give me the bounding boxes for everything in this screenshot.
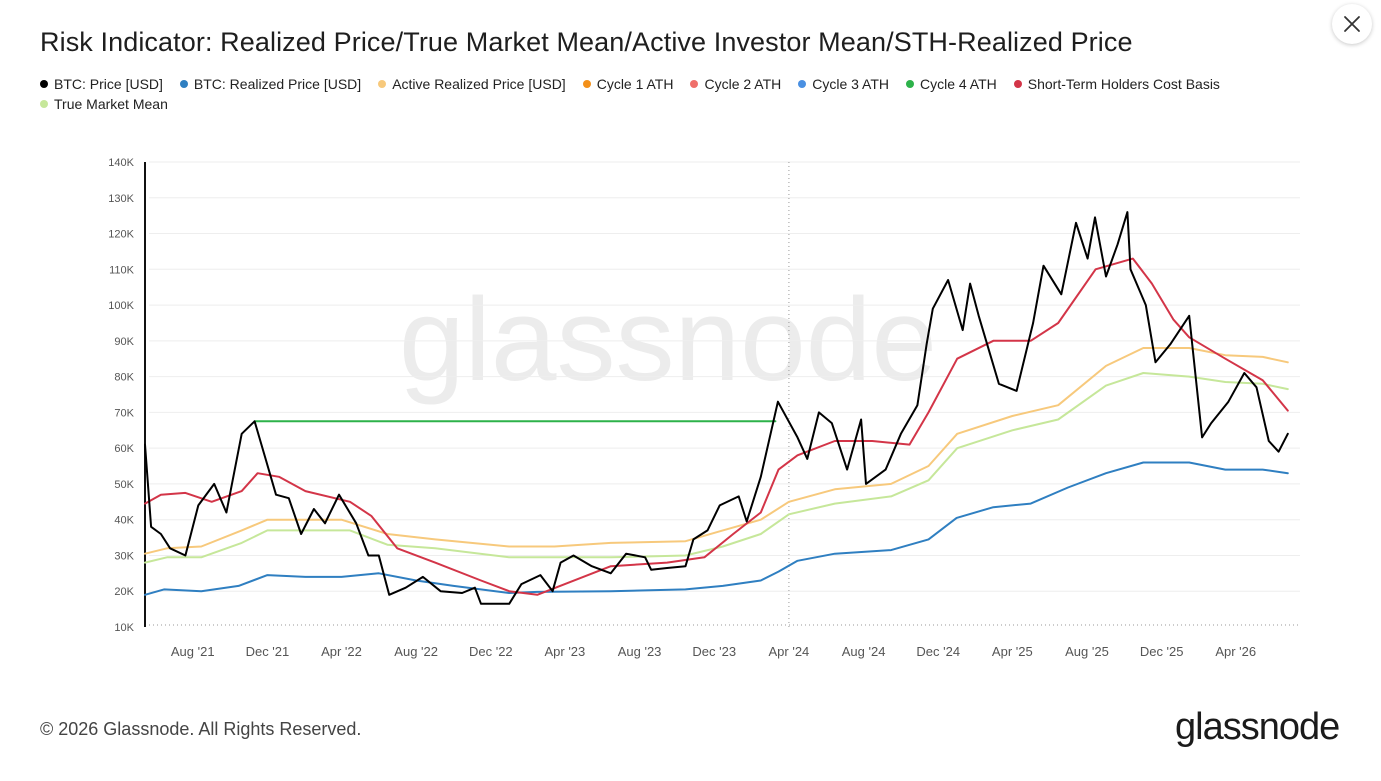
copyright: © 2026 Glassnode. All Rights Reserved. <box>40 719 362 739</box>
legend-label: Cycle 3 ATH <box>812 76 889 92</box>
legend-item[interactable]: BTC: Realized Price [USD] <box>179 76 362 92</box>
x-tick-label: Dec '23 <box>692 644 736 659</box>
x-tick-label: Apr '26 <box>1215 644 1256 659</box>
legend-dot-icon <box>582 80 591 88</box>
y-tick-label: 30K <box>114 550 134 562</box>
legend-dot-icon <box>1013 80 1022 88</box>
legend-label: BTC: Price [USD] <box>54 76 163 92</box>
brand-logo: glassnode <box>1175 706 1340 748</box>
legend-label: Active Realized Price [USD] <box>392 76 566 92</box>
x-tick-label: Aug '23 <box>618 644 662 659</box>
legend-item[interactable]: Short-Term Holders Cost Basis <box>1013 76 1220 92</box>
legend-dot-icon <box>690 80 699 88</box>
legend-label: Cycle 2 ATH <box>704 76 782 92</box>
legend-item[interactable]: Cycle 2 ATH <box>690 76 781 92</box>
y-tick-label: 100K <box>108 300 134 312</box>
legend-dot-icon <box>378 80 387 88</box>
x-tick-label: Aug '25 <box>1065 644 1109 659</box>
legend-item[interactable]: Cycle 3 ATH <box>798 76 889 92</box>
legend-dot-icon <box>906 80 914 88</box>
x-tick-label: Apr '23 <box>544 644 585 659</box>
x-tick-label: Apr '22 <box>321 644 362 659</box>
close-button[interactable] <box>1332 4 1372 44</box>
x-tick-label: Dec '24 <box>916 644 960 659</box>
y-axis: 10K 20K 30K 40K 50K 60K 70K 80K 90K 100K 110K 120K 1… <box>108 157 146 634</box>
y-tick-label: 80K <box>114 372 134 384</box>
chart-legend: BTC: Price [USD] BTC: Realized Price [USD… <box>40 76 1300 112</box>
legend-dot-icon <box>40 80 48 88</box>
x-tick-label: Apr '24 <box>769 644 810 659</box>
series-line-active-realized-price-usd <box>144 347 1289 555</box>
y-tick-label: 110K <box>109 264 135 276</box>
y-tick-label: 10K <box>114 622 134 634</box>
x-tick-label: Aug '22 <box>394 644 438 659</box>
legend-label: Short-Term Holders Cost Basis <box>1027 76 1220 92</box>
legend-label: True Market Mean <box>54 96 168 112</box>
series-line-short-term-holders-cost-basis <box>144 257 1289 596</box>
legend-item[interactable]: Active Realized Price [USD] <box>378 76 566 92</box>
chart: glassnode 10K 20K 30K 40K 50K 60K 70K 80K 90K 100… <box>108 157 1300 659</box>
legend-label: BTC: Realized Price [USD] <box>193 76 362 92</box>
close-icon <box>1344 16 1360 32</box>
legend-item[interactable]: Cycle 1 ATH <box>582 76 674 92</box>
legend-dot-icon <box>798 80 807 88</box>
y-tick-label: 90K <box>114 336 134 348</box>
legend-label: Cycle 4 ATH <box>920 76 997 92</box>
y-tick-label: 50K <box>114 479 134 491</box>
series-line-true-market-mean <box>144 372 1289 564</box>
x-tick-label: Dec '21 <box>246 644 290 659</box>
legend-label: Cycle 1 ATH <box>596 76 674 92</box>
y-tick-label: 40K <box>114 515 134 527</box>
y-tick-label: 120K <box>108 229 134 241</box>
x-tick-label: Dec '22 <box>469 644 513 659</box>
legend-dot-icon <box>40 100 48 108</box>
page-title: Risk Indicator: Realized Price/True Mark… <box>40 27 1133 57</box>
x-tick-label: Aug '24 <box>842 644 886 659</box>
series-group <box>144 211 1289 605</box>
legend-item[interactable]: BTC: Price [USD] <box>40 76 163 92</box>
y-tick-label: 20K <box>114 586 134 598</box>
y-tick-label: 60K <box>114 443 134 455</box>
x-axis: Aug '21 Dec '21 Apr '22 Aug '22 Dec '22 Apr '… <box>171 644 1256 659</box>
legend-item[interactable]: True Market Mean <box>40 96 168 112</box>
legend-item[interactable]: Cycle 4 ATH <box>906 76 997 92</box>
y-tick-label: 70K <box>114 407 134 419</box>
x-tick-label: Apr '25 <box>992 644 1033 659</box>
x-tick-label: Aug '21 <box>171 644 215 659</box>
x-tick-label: Dec '25 <box>1140 644 1184 659</box>
series-line-btc-realized-price-usd <box>144 461 1289 596</box>
watermark: glassnode <box>399 274 937 406</box>
legend-dot-icon <box>179 80 188 88</box>
series-line-btc-price-usd <box>144 211 1289 605</box>
y-tick-label: 130K <box>108 193 134 205</box>
y-tick-label: 140K <box>108 157 134 169</box>
